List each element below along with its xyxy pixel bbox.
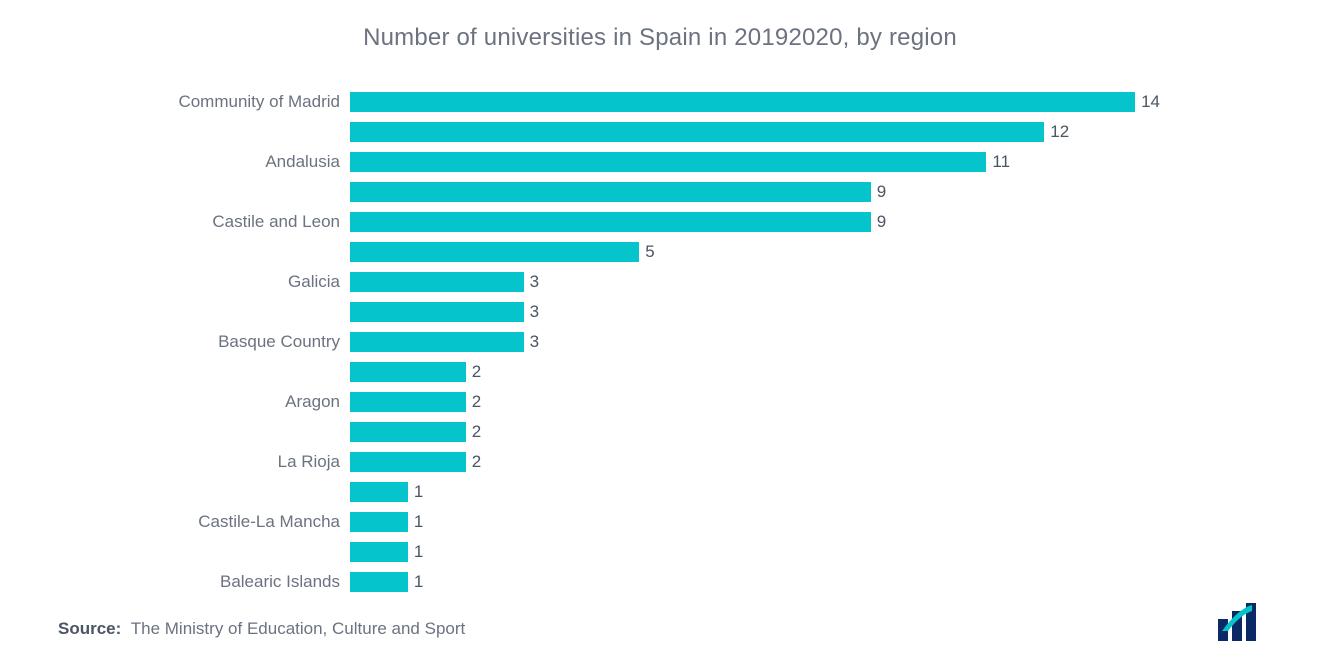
bar-row: 1 [100,480,1160,504]
bar-row: Aragon 2 [100,390,1160,414]
bar-track: 3 [350,272,1160,292]
bar-row: 3 [100,300,1160,324]
bar [350,152,986,172]
bar-track: 2 [350,392,1160,412]
bar-value-label: 12 [1050,122,1069,142]
y-axis-label: Castile and Leon [100,212,350,232]
bar [350,242,639,262]
y-axis-label: Basque Country [100,332,350,352]
bar-track: 11 [350,152,1160,172]
bar-row: 9 [100,180,1160,204]
bar [350,332,524,352]
bar-track: 2 [350,452,1160,472]
bar-track: 1 [350,572,1160,592]
bar-row: Andalusia 11 [100,150,1160,174]
bar-row: 2 [100,360,1160,384]
bar [350,182,871,202]
bar [350,92,1135,112]
source-text: The Ministry of Education, Culture and S… [131,619,466,638]
bar-value-label: 3 [530,332,539,352]
bar-track: 12 [350,122,1160,142]
y-axis-label: Castile-La Mancha [100,512,350,532]
y-axis-label: Galicia [100,272,350,292]
bar-row: Galicia 3 [100,270,1160,294]
bar-row: 1 [100,540,1160,564]
bar-track: 1 [350,542,1160,562]
bar-row: Balearic Islands 1 [100,570,1160,594]
bar-row: Basque Country 3 [100,330,1160,354]
bar-row: 2 [100,420,1160,444]
bar-track: 1 [350,482,1160,502]
bar [350,542,408,562]
bar-track: 5 [350,242,1160,262]
bar [350,572,408,592]
bar [350,422,466,442]
bar [350,272,524,292]
bar-row: Castile-La Mancha 1 [100,510,1160,534]
y-axis-label: Andalusia [100,152,350,172]
bar-value-label: 9 [877,212,886,232]
y-axis-label: Community of Madrid [100,92,350,112]
bar-value-label: 1 [414,542,423,562]
bar-value-label: 3 [530,272,539,292]
source-prefix: Source: [58,619,121,638]
bar-track: 2 [350,422,1160,442]
bar [350,452,466,472]
bar-value-label: 9 [877,182,886,202]
bar-value-label: 2 [472,362,481,382]
bar-value-label: 1 [414,572,423,592]
bar-track: 1 [350,512,1160,532]
bar [350,482,408,502]
bar [350,122,1044,142]
bar-value-label: 3 [530,302,539,322]
chart-container: Number of universities in Spain in 20192… [0,0,1320,665]
source-line: Source: The Ministry of Education, Cultu… [58,619,465,639]
brand-logo [1218,601,1282,641]
bar-row: 12 [100,120,1160,144]
bar-value-label: 2 [472,422,481,442]
bar [350,362,466,382]
y-axis-label: La Rioja [100,452,350,472]
chart-title: Number of universities in Spain in 20192… [40,24,1280,52]
bar-value-label: 14 [1141,92,1160,112]
bar-row: Community of Madrid 14 [100,90,1160,114]
bar-track: 2 [350,362,1160,382]
bar [350,512,408,532]
bar-track: 9 [350,212,1160,232]
bar [350,392,466,412]
bars-area: Community of Madrid1412Andalusia119Casti… [40,90,1280,594]
bar-value-label: 2 [472,452,481,472]
bar [350,302,524,322]
bar-value-label: 11 [992,152,1010,172]
bar-track: 3 [350,302,1160,322]
y-axis-label: Balearic Islands [100,572,350,592]
bar-value-label: 1 [414,512,423,532]
bar-value-label: 5 [645,242,654,262]
bar-value-label: 2 [472,392,481,412]
bar-value-label: 1 [414,482,423,502]
bar-track: 14 [350,92,1160,112]
bar [350,212,871,232]
bar-row: Castile and Leon 9 [100,210,1160,234]
bar-row: La Rioja 2 [100,450,1160,474]
y-axis-label: Aragon [100,392,350,412]
bar-track: 9 [350,182,1160,202]
bar-row: 5 [100,240,1160,264]
bar-track: 3 [350,332,1160,352]
